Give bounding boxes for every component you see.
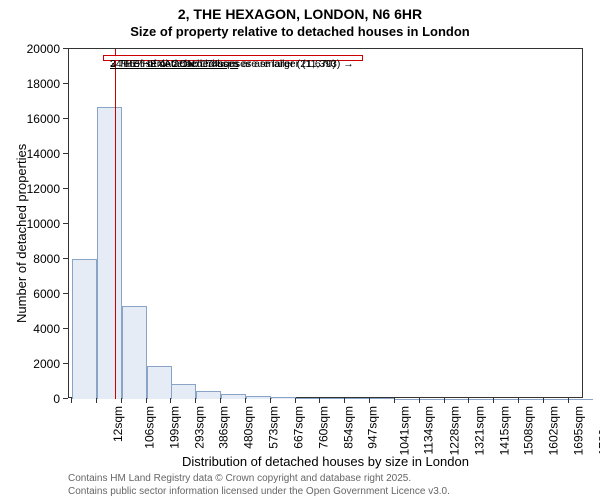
histogram-bar	[569, 399, 594, 400]
y-tick-mark	[63, 48, 68, 49]
y-tick-label: 10000	[5, 217, 60, 231]
x-tick-label: 480sqm	[242, 406, 256, 449]
x-tick-label: 1041sqm	[398, 406, 412, 455]
y-tick-label: 12000	[5, 182, 60, 196]
x-tick-label: 1415sqm	[497, 406, 511, 455]
y-tick-label: 8000	[5, 252, 60, 266]
histogram-bar	[445, 399, 470, 400]
y-tick-mark	[63, 293, 68, 294]
x-tick-label: 1228sqm	[447, 406, 461, 455]
x-tick-label: 760sqm	[316, 406, 330, 449]
histogram-bar	[246, 396, 271, 399]
x-tick-label: 12sqm	[111, 406, 125, 442]
x-tick-mark	[71, 398, 72, 403]
x-tick-mark	[295, 398, 296, 403]
footer-line-2: Contains public sector information licen…	[68, 485, 450, 498]
y-tick-label: 20000	[5, 42, 60, 56]
histogram-bar	[395, 399, 420, 400]
x-tick-mark	[419, 398, 420, 403]
reference-line	[115, 49, 116, 399]
histogram-bar	[271, 397, 296, 399]
y-tick-mark	[63, 258, 68, 259]
histogram-bar	[97, 107, 122, 399]
x-tick-label: 667sqm	[292, 406, 306, 449]
x-tick-mark	[344, 398, 345, 403]
histogram-bar	[370, 398, 395, 399]
plot-area	[68, 48, 583, 398]
histogram-bar	[196, 391, 221, 399]
y-tick-label: 14000	[5, 147, 60, 161]
x-tick-label: 199sqm	[168, 406, 182, 449]
x-tick-mark	[369, 398, 370, 403]
histogram-bar	[122, 306, 147, 399]
histogram-bar	[147, 366, 172, 399]
x-tick-label: 1695sqm	[571, 406, 585, 455]
x-tick-mark	[394, 398, 395, 403]
histogram-bar	[320, 398, 345, 399]
histogram-bar	[296, 398, 321, 399]
footer-line-1: Contains HM Land Registry data © Crown c…	[68, 472, 450, 485]
x-tick-mark	[146, 398, 147, 403]
x-tick-label: 1321sqm	[472, 406, 486, 455]
x-tick-label: 854sqm	[341, 406, 355, 449]
x-tick-mark	[444, 398, 445, 403]
x-tick-label: 1508sqm	[522, 406, 536, 455]
y-tick-mark	[63, 328, 68, 329]
x-tick-mark	[220, 398, 221, 403]
x-tick-mark	[543, 398, 544, 403]
y-tick-label: 16000	[5, 112, 60, 126]
y-tick-mark	[63, 363, 68, 364]
x-tick-label: 293sqm	[192, 406, 206, 449]
x-tick-label: 1789sqm	[596, 406, 600, 455]
y-tick-mark	[63, 223, 68, 224]
y-tick-label: 18000	[5, 77, 60, 91]
y-tick-mark	[63, 398, 68, 399]
x-tick-label: 1134sqm	[422, 406, 436, 454]
histogram-bar	[469, 399, 494, 400]
y-tick-mark	[63, 118, 68, 119]
y-tick-mark	[63, 188, 68, 189]
x-tick-label: 106sqm	[143, 406, 157, 449]
chart-title: 2, THE HEXAGON, LONDON, N6 6HR	[0, 6, 600, 22]
histogram-bar	[420, 399, 445, 400]
y-tick-label: 0	[5, 392, 60, 406]
x-tick-mark	[195, 398, 196, 403]
x-tick-mark	[319, 398, 320, 403]
x-tick-mark	[568, 398, 569, 403]
x-tick-mark	[170, 398, 171, 403]
x-tick-mark	[518, 398, 519, 403]
histogram-bar	[519, 399, 544, 400]
y-tick-mark	[63, 83, 68, 84]
annotation-line-3: 34% of semi-detached houses are larger (…	[110, 58, 354, 71]
x-axis-label: Distribution of detached houses by size …	[68, 454, 583, 469]
histogram-bar	[221, 394, 246, 399]
y-tick-label: 4000	[5, 322, 60, 336]
x-tick-mark	[493, 398, 494, 403]
x-tick-mark	[468, 398, 469, 403]
y-tick-label: 2000	[5, 357, 60, 371]
y-tick-label: 6000	[5, 287, 60, 301]
x-tick-mark	[96, 398, 97, 403]
histogram-bar	[345, 398, 370, 399]
x-tick-label: 386sqm	[217, 406, 231, 449]
footer-attribution: Contains HM Land Registry data © Crown c…	[68, 472, 450, 498]
x-tick-label: 573sqm	[267, 406, 281, 449]
x-tick-mark	[245, 398, 246, 403]
chart-subtitle: Size of property relative to detached ho…	[0, 24, 600, 39]
x-tick-mark	[121, 398, 122, 403]
histogram-bar	[494, 399, 519, 400]
histogram-bar	[72, 259, 97, 399]
histogram-bar	[171, 384, 196, 399]
x-tick-mark	[270, 398, 271, 403]
x-tick-label: 1602sqm	[547, 406, 561, 455]
x-tick-label: 947sqm	[366, 406, 380, 449]
histogram-chart: 2, THE HEXAGON, LONDON, N6 6HR Size of p…	[0, 0, 600, 500]
y-tick-mark	[63, 153, 68, 154]
annotation-box: 2 THE HEXAGON: 174sqm ← 65% of detached …	[103, 55, 363, 61]
histogram-bar	[544, 399, 569, 400]
